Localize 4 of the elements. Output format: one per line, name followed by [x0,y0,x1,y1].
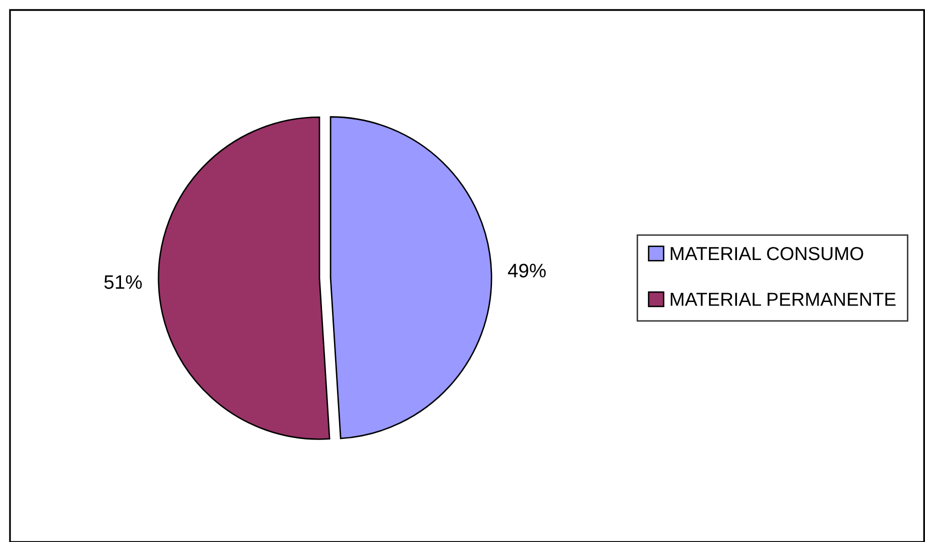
legend-label: MATERIAL CONSUMO [670,246,864,260]
data-label: 51% [104,275,142,289]
legend-label: MATERIAL PERMANENTE [670,292,896,306]
data-label: 49% [508,264,546,278]
